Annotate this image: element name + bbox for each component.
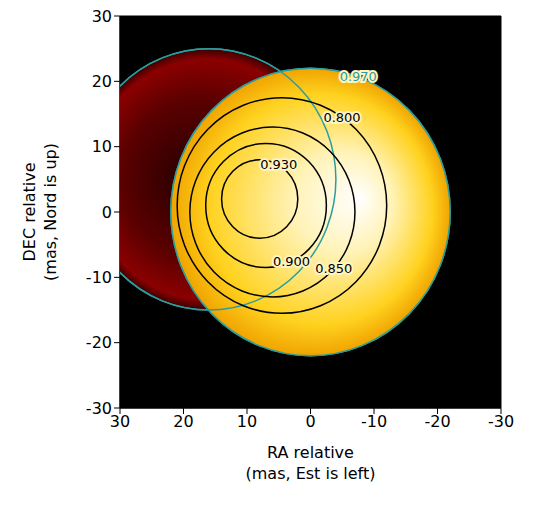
svg-text:0: 0 xyxy=(305,412,315,431)
svg-text:-10: -10 xyxy=(86,268,112,287)
svg-text:20: 20 xyxy=(173,412,193,431)
svg-text:30: 30 xyxy=(110,412,130,431)
html-text:DEC relative: DEC relative xyxy=(20,162,39,262)
svg-text:0.800: 0.800 xyxy=(323,110,360,125)
html-text:RA relative: RA relative xyxy=(267,443,354,462)
svg-text:0: 0 xyxy=(102,203,112,222)
svg-text:0.900: 0.900 xyxy=(273,254,310,269)
html-text:(mas, Est is left): (mas, Est is left) xyxy=(245,464,376,483)
svg-text:-30: -30 xyxy=(488,412,514,431)
svg-text:10: 10 xyxy=(237,412,257,431)
svg-text:0.970: 0.970 xyxy=(340,69,377,84)
svg-text:-20: -20 xyxy=(86,333,112,352)
html-text:(mas, Nord is up): (mas, Nord is up) xyxy=(41,143,60,281)
svg-text:20: 20 xyxy=(92,72,112,91)
svg-text:10: 10 xyxy=(92,137,112,156)
svg-text:-20: -20 xyxy=(424,412,450,431)
svg-text:30: 30 xyxy=(92,7,112,26)
svg-text:0.850: 0.850 xyxy=(315,261,352,276)
svg-text:-30: -30 xyxy=(86,399,112,418)
svg-text:-10: -10 xyxy=(361,412,387,431)
svg-text:0.930: 0.930 xyxy=(260,157,297,172)
